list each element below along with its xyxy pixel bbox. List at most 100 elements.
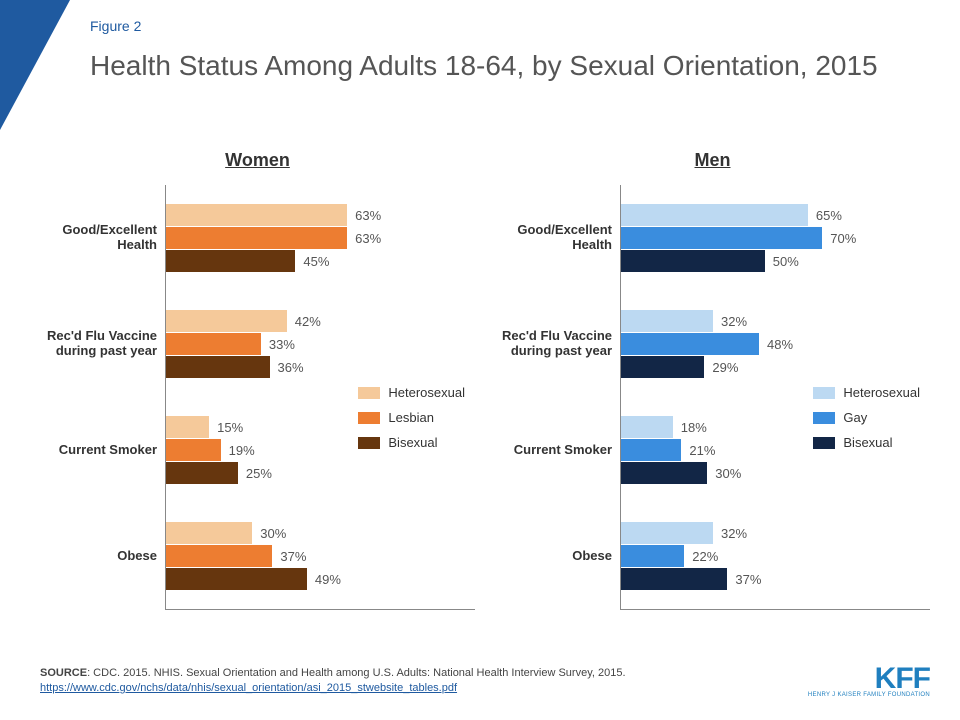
bar [166,439,221,461]
logo-sub: HENRY J KAISER FAMILY FOUNDATION [808,692,930,698]
bar [166,333,261,355]
bar [166,356,270,378]
legend-item: Bisexual [358,435,465,450]
bar [166,545,272,567]
legend-label: Heterosexual [388,385,465,400]
bar-row: 30% [621,462,930,484]
bar-row: 50% [621,250,930,272]
category-label: Good/Excellent Health [40,185,165,291]
panel-women: Women Good/Excellent HealthRec'd Flu Vacc… [40,150,475,610]
bar [166,568,307,590]
bar-value-label: 21% [689,443,715,458]
bar-value-label: 49% [315,572,341,587]
bar [166,204,347,226]
bar [166,250,295,272]
bar-value-label: 33% [269,337,295,352]
bar-row: 36% [166,356,475,378]
bar [621,310,713,332]
page-title: Health Status Among Adults 18-64, by Sex… [90,48,910,83]
category-group: 42%33% 36% [166,291,475,397]
bar-value-label: 19% [229,443,255,458]
legend: Heterosexual Gay Bisexual [813,385,920,450]
panel-title: Women [40,150,475,171]
bar [166,462,238,484]
bar-row: 45% [166,250,475,272]
bar [621,250,765,272]
bar-value-label: 42% [295,314,321,329]
bar-row: 32% [621,310,930,332]
bar-value-label: 45% [303,254,329,269]
bar-row: 32% [621,522,930,544]
bar [621,462,707,484]
bar [166,310,287,332]
bar-value-label: 32% [721,526,747,541]
bar-value-label: 22% [692,549,718,564]
bar [621,545,684,567]
bar-row: 37% [621,568,930,590]
legend-item: Heterosexual [358,385,465,400]
bar-row: 70% [621,227,930,249]
bar-value-label: 63% [355,231,381,246]
bar-row: 49% [166,568,475,590]
legend-swatch [813,412,835,424]
legend-swatch [358,437,380,449]
legend-label: Bisexual [843,435,892,450]
kff-logo: KFF HENRY J KAISER FAMILY FOUNDATION [808,665,930,698]
legend-swatch [813,437,835,449]
bar-value-label: 25% [246,466,272,481]
bar [621,204,808,226]
bar [621,568,727,590]
bar-value-label: 18% [681,420,707,435]
chart-body: Good/Excellent HealthRec'd Flu Vaccine d… [495,185,930,610]
bar-row: 25% [166,462,475,484]
legend-label: Bisexual [388,435,437,450]
bar [621,416,673,438]
legend-swatch [358,412,380,424]
legend-swatch [813,387,835,399]
logo-main: KFF [808,665,930,692]
figure-label: Figure 2 [90,18,141,34]
bar-value-label: 65% [816,208,842,223]
panel-men: Men Good/Excellent HealthRec'd Flu Vaccin… [495,150,930,610]
source-footer: SOURCE: CDC. 2015. NHIS. Sexual Orientat… [40,666,820,696]
bar-value-label: 32% [721,314,747,329]
legend-label: Gay [843,410,867,425]
category-label: Current Smoker [495,398,620,504]
bar-value-label: 63% [355,208,381,223]
legend-label: Lesbian [388,410,434,425]
bar-row: 37% [166,545,475,567]
bar-row: 63% [166,227,475,249]
bar-value-label: 70% [830,231,856,246]
bar [166,227,347,249]
bar [166,522,252,544]
category-labels: Good/Excellent HealthRec'd Flu Vaccine d… [495,185,620,610]
bar [621,227,822,249]
legend-item: Gay [813,410,920,425]
bar-row: 63% [166,204,475,226]
category-group: 32%48%29% [621,291,930,397]
category-label: Current Smoker [40,398,165,504]
legend: Heterosexual Lesbian Bisexual [358,385,465,450]
legend-label: Heterosexual [843,385,920,400]
category-label: Good/Excellent Health [495,185,620,291]
panel-title: Men [495,150,930,171]
category-label: Obese [495,504,620,610]
bar-value-label: 50% [773,254,799,269]
category-group: 30% 37% 49% [166,503,475,609]
category-group: 63% 63% 45% [166,185,475,291]
bar [621,333,759,355]
category-labels: Good/Excellent HealthRec'd Flu Vaccine d… [40,185,165,610]
legend-swatch [358,387,380,399]
legend-item: Bisexual [813,435,920,450]
bar [621,356,704,378]
category-group: 32%22% 37% [621,503,930,609]
bar [621,439,681,461]
bar-value-label: 36% [278,360,304,375]
bar-value-label: 37% [735,572,761,587]
bar-row: 42% [166,310,475,332]
bar-row: 30% [166,522,475,544]
category-label: Rec'd Flu Vaccine during past year [40,291,165,397]
bar-value-label: 30% [260,526,286,541]
source-link[interactable]: https://www.cdc.gov/nchs/data/nhis/sexua… [40,682,457,694]
category-group: 65% 70% 50% [621,185,930,291]
